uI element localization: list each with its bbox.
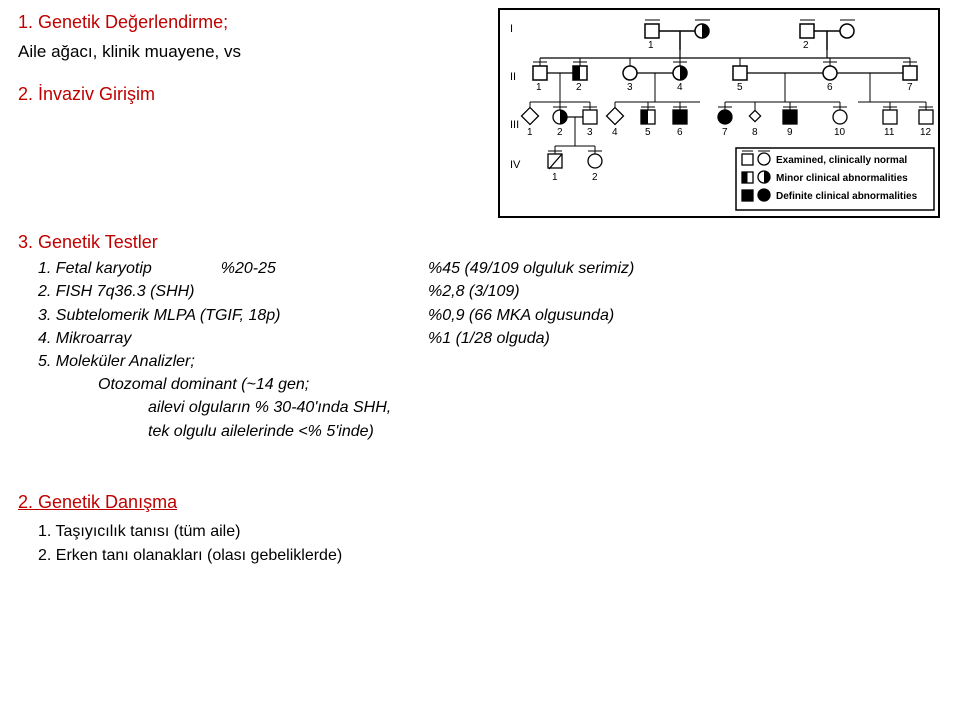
test-row-1: 1. Fetal karyotip %20-25 %45 (49/109 olg… — [38, 257, 938, 280]
roman-3: III — [510, 119, 519, 131]
svg-text:2: 2 — [592, 172, 598, 183]
roman-4: IV — [510, 159, 521, 171]
legend-1: Examined, clinically normal — [776, 155, 907, 166]
test3-label: 3. Subtelomerik MLPA (TGIF, 18p) — [38, 304, 428, 327]
svg-text:4: 4 — [677, 82, 683, 93]
svg-text:1: 1 — [536, 82, 542, 93]
svg-text:10: 10 — [834, 127, 846, 138]
svg-text:6: 6 — [677, 127, 683, 138]
test4-val: %1 (1/28 olguda) — [428, 327, 550, 350]
svg-text:1: 1 — [648, 40, 654, 51]
svg-text:3: 3 — [627, 82, 633, 93]
section-1-and-2: 1. Genetik Değerlendirme; Aile ağacı, kl… — [18, 10, 498, 113]
svg-text:4: 4 — [612, 127, 618, 138]
section2-title: 2. İnvaziv Girişim — [18, 82, 498, 107]
legend-2: Minor clinical abnormalities — [776, 173, 908, 184]
counsel-item-1: 1. Taşıyıcılık tanısı (tüm aile) — [38, 520, 938, 544]
svg-text:8: 8 — [752, 127, 758, 138]
counsel-item-2: 2. Erken tanı olanakları (olası gebelikl… — [38, 544, 938, 568]
section4-title: 2. Genetik Danışma — [18, 492, 177, 512]
test-row-2: 2. FISH 7q36.3 (SHH) %2,8 (3/109) — [38, 280, 938, 303]
test2-val: %2,8 (3/109) — [428, 280, 520, 303]
test2-label: 2. FISH 7q36.3 (SHH) — [38, 280, 428, 303]
roman-1: I — [510, 23, 513, 35]
svg-text:2: 2 — [557, 127, 563, 138]
svg-text:12: 12 — [920, 127, 932, 138]
test-row-4: 4. Mikroarray %1 (1/28 olguda) — [38, 327, 938, 350]
indent-a: Otozomal dominant (~14 gen; — [98, 373, 938, 396]
section-4: 2. Genetik Danışma 1. Taşıyıcılık tanısı… — [18, 490, 938, 568]
test3-val: %0,9 (66 MKA olgusunda) — [428, 304, 614, 327]
legend-3: Definite clinical abnormalities — [776, 191, 918, 202]
svg-text:2: 2 — [803, 40, 809, 51]
test1-val: %45 (49/109 olguluk serimiz) — [428, 257, 634, 280]
svg-text:3: 3 — [587, 127, 593, 138]
indent-c: tek olgulu ailelerinde <% 5'inde) — [148, 420, 938, 443]
svg-text:7: 7 — [907, 82, 913, 93]
pedigree-diagram: I 1 2 — [498, 8, 940, 218]
section-3: 3. Genetik Testler 1. Fetal karyotip %20… — [18, 230, 938, 443]
test-row-3: 3. Subtelomerik MLPA (TGIF, 18p) %0,9 (6… — [38, 304, 938, 327]
section3-title: 3. Genetik Testler — [18, 230, 938, 254]
slide-root: 1. Genetik Değerlendirme; Aile ağacı, kl… — [0, 0, 960, 715]
svg-text:5: 5 — [737, 82, 743, 93]
svg-text:9: 9 — [787, 127, 793, 138]
section1-title: 1. Genetik Değerlendirme; — [18, 10, 498, 34]
test1-param: %20-25 — [221, 260, 276, 277]
test4-label: 4. Mikroarray — [38, 327, 428, 350]
roman-2: II — [510, 71, 516, 83]
indent-b: ailevi olguların % 30-40'ında SHH, — [148, 396, 938, 419]
svg-text:6: 6 — [827, 82, 833, 93]
svg-text:5: 5 — [645, 127, 651, 138]
svg-text:1: 1 — [527, 127, 533, 138]
svg-text:2: 2 — [576, 82, 582, 93]
pedigree-svg: I 1 2 — [500, 10, 938, 216]
test1-label: 1. Fetal karyotip — [38, 260, 152, 277]
section1-line: Aile ağacı, klinik muayene, vs — [18, 40, 498, 64]
test5-label: 5. Moleküler Analizler; — [38, 350, 428, 373]
svg-text:7: 7 — [722, 127, 728, 138]
svg-text:11: 11 — [884, 127, 895, 138]
test-row-5: 5. Moleküler Analizler; — [38, 350, 938, 373]
svg-text:1: 1 — [552, 172, 558, 183]
